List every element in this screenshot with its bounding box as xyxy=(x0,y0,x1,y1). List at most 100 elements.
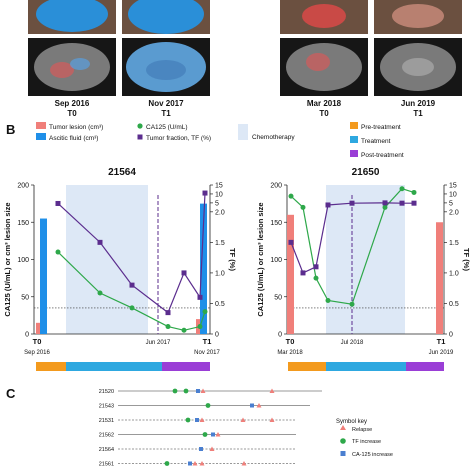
y2-tick-label: 10 xyxy=(449,191,457,198)
tf-increase-marker xyxy=(185,417,191,423)
relapse-marker xyxy=(199,461,205,466)
ct-21564-t0 xyxy=(28,0,116,96)
panel-c-letter: C xyxy=(6,386,16,401)
x-tick-label: T1 xyxy=(203,337,212,346)
legend-tumor-lesion: Tumor lesion (cm³) xyxy=(49,124,103,131)
strip-treatment-21564 xyxy=(66,362,162,371)
series-tf-point xyxy=(97,239,103,245)
strip-post-21564 xyxy=(162,362,210,371)
panel-c-rows: 21520 21543 21531 21562 21564 21561 xyxy=(99,388,322,468)
series-ca125-point xyxy=(399,186,405,192)
series-tf-point xyxy=(382,200,388,206)
y-tick-label: 150 xyxy=(17,220,29,227)
series-ca125-point xyxy=(181,327,187,333)
y2-axis-label: TF (%) xyxy=(462,248,471,271)
image-time-3: T0 xyxy=(319,109,329,118)
chart-title: 21650 xyxy=(352,167,380,178)
symbol-ca125-increase-icon xyxy=(340,451,346,456)
y-axis-label: CA125 (U/mL) or cm³ lesion size xyxy=(256,202,265,316)
y2-tick-label: 0 xyxy=(215,332,219,339)
tf-increase-marker xyxy=(205,403,211,408)
symbol-relapse-icon xyxy=(340,425,346,430)
panel-c: C 21520 21543 21531 21562 21564 21561 Symbol … xyxy=(6,386,393,468)
symbol-key-tf-increase: TF increase xyxy=(352,439,381,445)
strip-pre-21650 xyxy=(288,362,326,371)
row-label: 21561 xyxy=(99,462,114,468)
y-tick-label: 200 xyxy=(270,183,282,190)
image-time-1: T0 xyxy=(67,109,77,118)
y2-tick-label: 1.0 xyxy=(215,270,225,277)
series-tf-point xyxy=(349,200,355,206)
ca125-increase-marker xyxy=(196,389,200,393)
panel-b-letter: B xyxy=(6,122,15,137)
y2-tick-label: 10 xyxy=(215,191,223,198)
relapse-marker xyxy=(200,388,206,393)
series-ca125-point xyxy=(55,249,61,255)
x-tick-sublabel: Sep 2016 xyxy=(24,350,50,356)
legend-swatch-chemotherapy xyxy=(238,124,248,140)
y2-tick-label: 0 xyxy=(449,332,453,339)
legend-tumor-fraction: Tumor fraction, TF (%) xyxy=(146,135,211,142)
bar-tumor-lesion xyxy=(36,322,43,334)
tf-increase-marker xyxy=(202,432,208,437)
y-tick-label: 200 xyxy=(17,183,29,190)
chemotherapy-band xyxy=(326,185,405,334)
legend-chemotherapy: Chemotherapy xyxy=(252,134,295,141)
series-ca125-point xyxy=(129,305,135,311)
y-tick-label: 150 xyxy=(270,220,282,227)
series-ca125-point xyxy=(411,189,417,195)
series-ca125-point xyxy=(165,324,171,330)
y-tick-label: 0 xyxy=(25,332,29,339)
legend-treatment: Treatment xyxy=(361,138,391,145)
legend-ascitic-fluid: Ascitic fluid (cm³) xyxy=(49,135,98,142)
relapse-marker xyxy=(269,388,275,393)
legend-post-treatment: Post-treatment xyxy=(361,152,404,159)
series-tf-point xyxy=(129,282,135,288)
y-tick-label: 50 xyxy=(274,294,282,301)
y-tick-label: 50 xyxy=(21,294,29,301)
y2-tick-label: 15 xyxy=(215,183,223,190)
series-ca125-point xyxy=(197,324,203,330)
y2-tick-label: 5 xyxy=(215,200,219,207)
legend-marker-tf xyxy=(137,134,143,140)
annotation-label: Jul 2018 xyxy=(341,340,364,346)
tf-increase-marker xyxy=(183,388,189,394)
y2-tick-label: 1.5 xyxy=(449,240,459,247)
ca125-increase-marker xyxy=(188,461,192,466)
series-tf-point xyxy=(325,202,331,208)
relapse-marker xyxy=(269,417,275,422)
series-ca125-point xyxy=(288,193,294,199)
relapse-marker xyxy=(215,432,221,437)
y2-tick-label: 0.5 xyxy=(215,301,225,308)
relapse-marker xyxy=(241,461,247,466)
ct-21650-t0 xyxy=(280,0,368,96)
x-tick-sublabel: Nov 2017 xyxy=(194,350,220,356)
x-tick-label: T0 xyxy=(286,337,295,346)
y2-tick-label: 2.0 xyxy=(215,209,225,216)
series-ca125-point xyxy=(382,204,388,210)
legend-swatch-tumor-lesion xyxy=(36,122,46,129)
relapse-marker xyxy=(256,403,262,408)
x-tick-label: T1 xyxy=(437,337,446,346)
y-tick-label: 100 xyxy=(270,257,282,264)
series-ca125-point xyxy=(202,309,208,315)
series-tf-point xyxy=(288,239,294,245)
ca125-increase-marker xyxy=(250,403,254,408)
symbol-key-ca125-increase: CA-125 increase xyxy=(352,452,393,458)
y-tick-label: 0 xyxy=(278,332,282,339)
y2-tick-label: 1.0 xyxy=(449,270,459,277)
legend-swatch-ascitic-fluid xyxy=(36,133,46,140)
y2-tick-label: 2.0 xyxy=(449,209,459,216)
treatment-strip-21564 xyxy=(36,362,210,371)
series-tf-point xyxy=(313,264,319,270)
panel-b-legend: B Tumor lesion (cm³) Ascitic fluid (cm³)… xyxy=(6,122,404,159)
ca125-increase-marker xyxy=(211,432,215,437)
series-ca125-point xyxy=(300,204,306,210)
bar-ascitic-fluid xyxy=(200,203,207,334)
chemotherapy-band xyxy=(66,185,148,334)
strip-pre-21564 xyxy=(36,362,66,371)
panel-a: Sep 2016 T0 Nov 2017 T1 Mar 2018 T0 Jun … xyxy=(28,0,462,118)
symbol-tf-increase-icon xyxy=(340,438,346,444)
series-tf-point xyxy=(411,200,417,206)
